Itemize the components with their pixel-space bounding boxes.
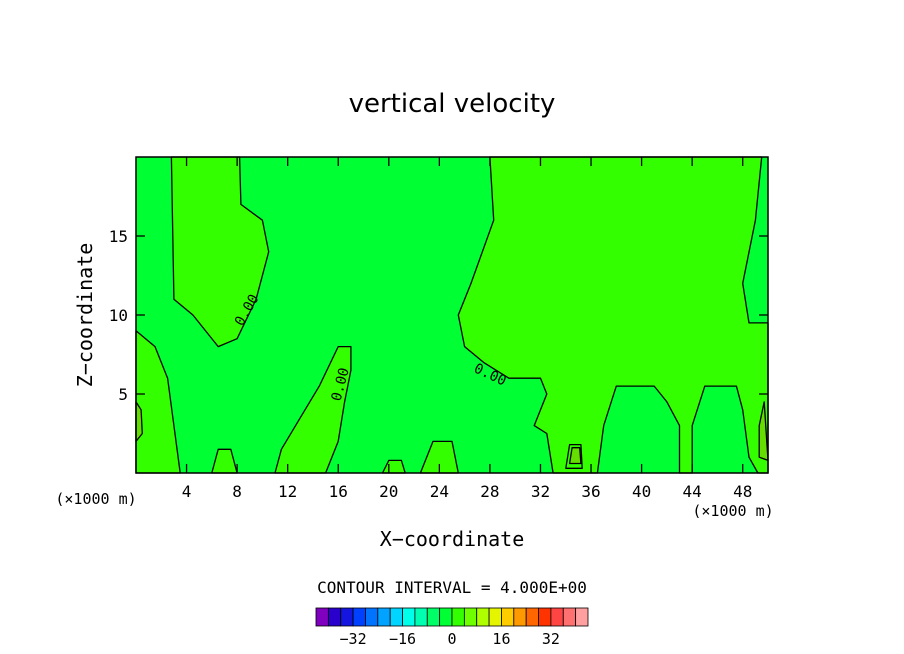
x-tick-label: 40 bbox=[632, 482, 651, 501]
contour-interval-label: CONTOUR INTERVAL = 4.000E+00 bbox=[317, 578, 587, 597]
colorbar-swatch bbox=[414, 607, 428, 627]
colorbar-swatch bbox=[501, 607, 515, 627]
x-unit-label: (×1000 m) bbox=[692, 502, 773, 520]
x-tick-label: 48 bbox=[733, 482, 752, 501]
colorbar-tick-label: −16 bbox=[389, 630, 416, 648]
colorbar-swatch bbox=[463, 607, 478, 627]
x-axis-label: X−coordinate bbox=[380, 527, 525, 551]
colorbar-swatch bbox=[389, 607, 403, 627]
y-axis-label: Z−coordinate bbox=[73, 243, 97, 388]
colorbar-swatch bbox=[402, 607, 416, 627]
x-axis-ticks: 4 8 12 16 20 24 28 32 36 40 44 48 bbox=[182, 157, 752, 501]
x-tick-label: 16 bbox=[329, 482, 348, 501]
colorbar-swatch bbox=[315, 607, 329, 627]
x-tick-label: 8 bbox=[232, 482, 242, 501]
x-tick-label: 12 bbox=[278, 482, 297, 501]
colorbar: −32 −16 0 16 32 bbox=[315, 607, 589, 648]
y-tick-label: 5 bbox=[118, 385, 128, 404]
chart-title: vertical velocity bbox=[349, 89, 556, 119]
x-tick-label: 4 bbox=[182, 482, 192, 501]
plot-area: 0.000.00 0.00 4 8 12 16 20 24 28 32 36 40 44 48 5101… bbox=[109, 156, 769, 501]
colorbar-swatch bbox=[525, 607, 539, 627]
colorbar-swatch bbox=[365, 607, 379, 627]
y-tick-label: 10 bbox=[109, 306, 128, 325]
x-tick-label: 32 bbox=[531, 482, 550, 501]
colorbar-swatch bbox=[426, 607, 441, 627]
y-axis-ticks: 5 10 15 bbox=[109, 227, 768, 404]
colorbar-swatch bbox=[575, 607, 589, 627]
x-tick-label: 24 bbox=[430, 482, 449, 501]
colorbar-swatch bbox=[513, 607, 527, 627]
colorbar-swatch bbox=[340, 607, 354, 627]
colorbar-tick-label: 16 bbox=[492, 630, 510, 648]
colorbar-tick-label: 32 bbox=[542, 630, 560, 648]
colorbar-swatch bbox=[327, 607, 342, 627]
colorbar-swatch bbox=[550, 607, 564, 627]
contour-region-strong-positive bbox=[568, 447, 582, 465]
contour-region-positive bbox=[274, 345, 352, 474]
colorbar-swatch bbox=[451, 607, 465, 627]
colorbar-swatch bbox=[377, 607, 391, 627]
colorbar-swatch bbox=[538, 607, 552, 627]
x-tick-label: 36 bbox=[581, 482, 600, 501]
colorbar-swatch bbox=[439, 607, 453, 627]
x-tick-label: 20 bbox=[379, 482, 398, 501]
contour-region-positive bbox=[170, 156, 270, 348]
x-tick-label: 44 bbox=[683, 482, 702, 501]
colorbar-tick-label: 0 bbox=[447, 630, 456, 648]
contour-regions bbox=[135, 156, 769, 474]
colorbar-tick-label: −32 bbox=[340, 630, 367, 648]
y-unit-label: (×1000 m) bbox=[55, 490, 136, 508]
x-tick-label: 28 bbox=[480, 482, 499, 501]
colorbar-swatch bbox=[352, 607, 366, 627]
colorbar-swatch bbox=[476, 607, 490, 627]
contour-region-strong-positive bbox=[758, 401, 769, 462]
colorbar-swatch bbox=[562, 607, 577, 627]
y-tick-label: 15 bbox=[109, 227, 128, 246]
colorbar-swatch bbox=[488, 607, 502, 627]
